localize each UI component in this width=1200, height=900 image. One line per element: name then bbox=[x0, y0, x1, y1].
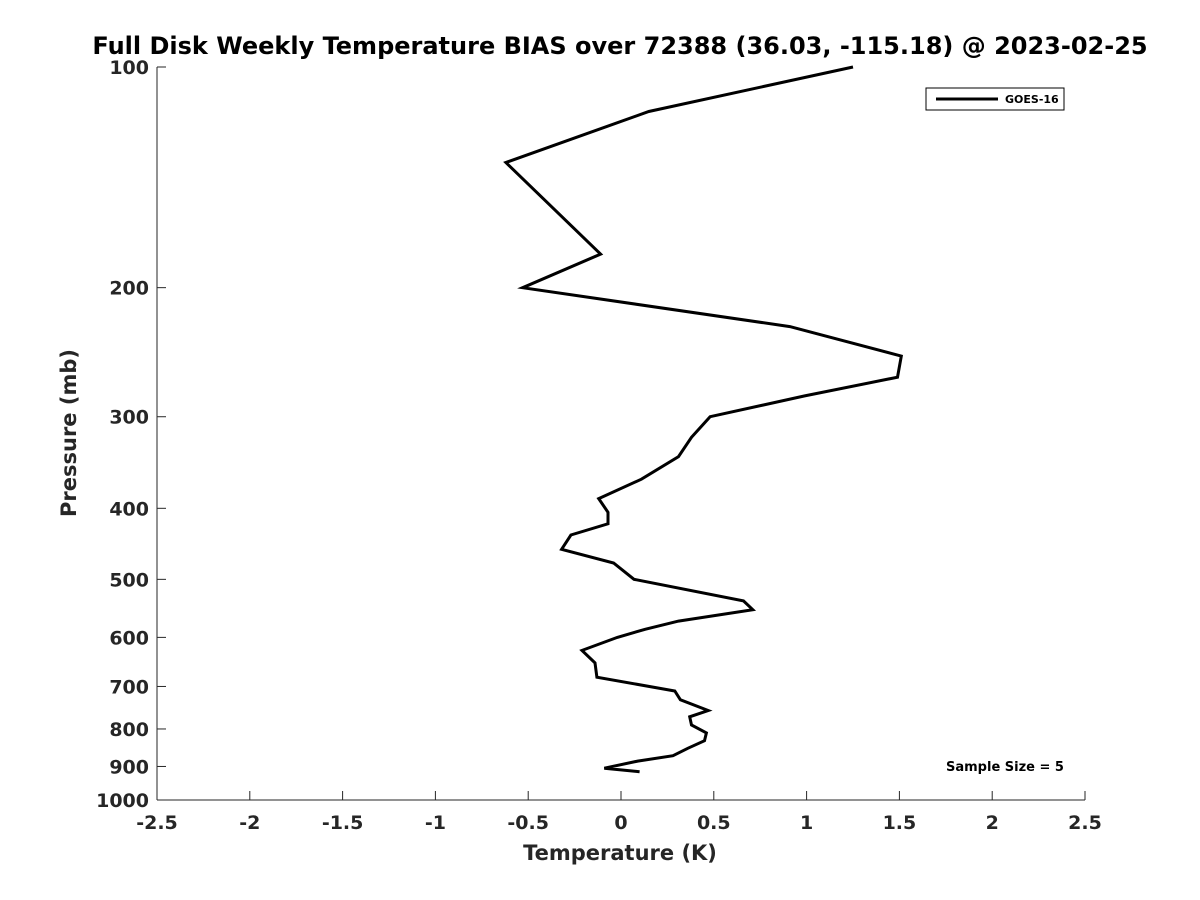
y-tick-label: 700 bbox=[109, 676, 149, 698]
series-layer bbox=[503, 65, 904, 774]
sample-size-annotation: Sample Size = 5 bbox=[946, 760, 1064, 775]
x-tick-label: -0.5 bbox=[507, 812, 549, 834]
y-tick-label: 100 bbox=[109, 57, 149, 79]
x-tick-label: 1.5 bbox=[883, 812, 917, 834]
y-tick-label: 300 bbox=[109, 407, 149, 429]
x-tick-label: 0.5 bbox=[697, 812, 731, 834]
x-axis-label: Temperature (K) bbox=[523, 841, 717, 865]
legend: GOES-16 bbox=[925, 87, 1065, 111]
y-tick-label: 500 bbox=[109, 569, 149, 591]
x-tick-label: 0 bbox=[614, 812, 627, 834]
y-tick-label: 400 bbox=[109, 498, 149, 520]
x-tick-label: -1.5 bbox=[322, 812, 364, 834]
x-tick-label: 1 bbox=[800, 812, 813, 834]
series-line-goes-16 bbox=[503, 65, 904, 774]
x-tick-label: -2 bbox=[239, 812, 260, 834]
x-tick-label: 2 bbox=[986, 812, 999, 834]
y-tick-label: 1000 bbox=[96, 790, 149, 812]
y-tick-label: 600 bbox=[109, 627, 149, 649]
y-tick-label: 800 bbox=[109, 719, 149, 741]
x-tick-label: -2.5 bbox=[136, 812, 178, 834]
x-tick-label: -1 bbox=[425, 812, 446, 834]
x-tick-label: 2.5 bbox=[1068, 812, 1102, 834]
y-tick-label: 200 bbox=[109, 278, 149, 300]
legend-entry-goes-16: GOES-16 bbox=[1005, 93, 1059, 106]
y-axis-label: Pressure (mb) bbox=[57, 349, 81, 517]
chart-title: Full Disk Weekly Temperature BIAS over 7… bbox=[92, 32, 1147, 60]
plot-axes: -2.5 -2 -1.5 -1 -0.5 0 0.5 1 1.5 2 2.5 100 200 300 400… bbox=[96, 57, 1102, 834]
y-tick-label: 900 bbox=[109, 756, 149, 778]
